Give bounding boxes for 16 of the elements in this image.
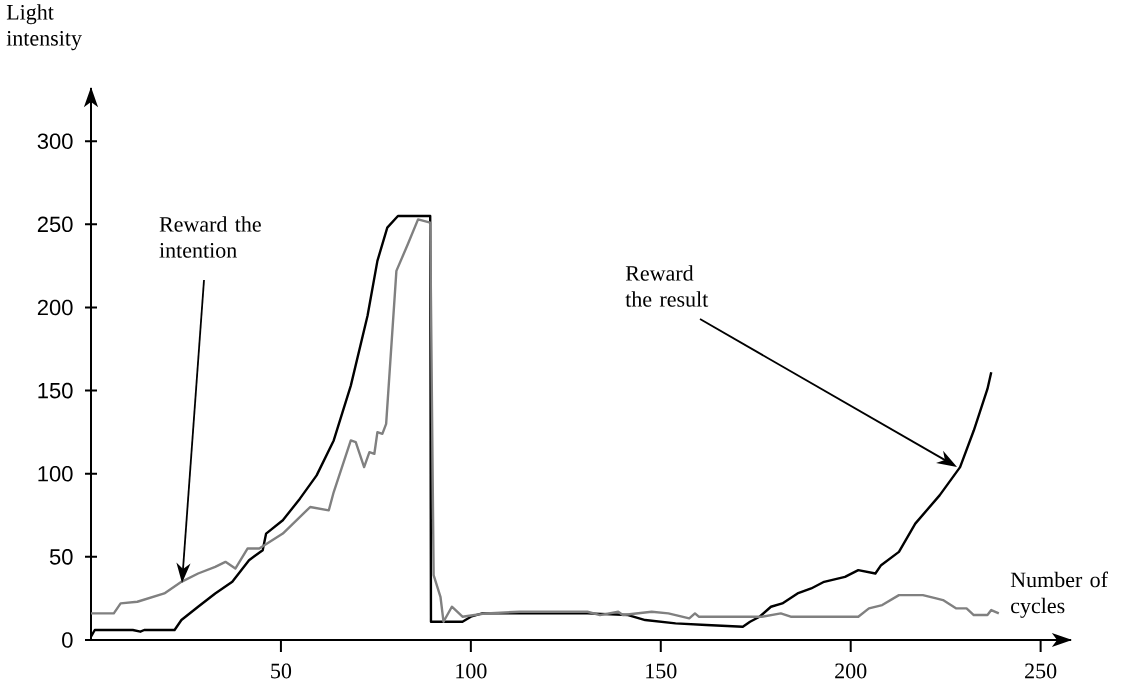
y-tick-label: 200 — [37, 299, 73, 316]
x-tick-label: 250 — [1025, 663, 1057, 679]
annotation: Reward the result — [625, 265, 709, 307]
x-tick-label: 100 — [456, 663, 487, 679]
y-tick-label: 150 — [38, 382, 73, 399]
annotation: Reward the intention — [159, 216, 261, 258]
x-tick-label: 50 — [271, 663, 292, 679]
y-tick-label: 50 — [49, 549, 73, 565]
y-axis-title: Light intensity — [6, 4, 82, 51]
y-tick-label: 300 — [37, 133, 73, 149]
x-tick-label: 150 — [646, 663, 677, 679]
x-axis-title: Number of cycles — [1010, 571, 1108, 618]
y-tick-label: 250 — [37, 216, 73, 233]
y-tick-label: 0 — [62, 632, 73, 648]
x-tick-label: 200 — [835, 663, 867, 679]
y-tick-label: 100 — [38, 465, 73, 482]
